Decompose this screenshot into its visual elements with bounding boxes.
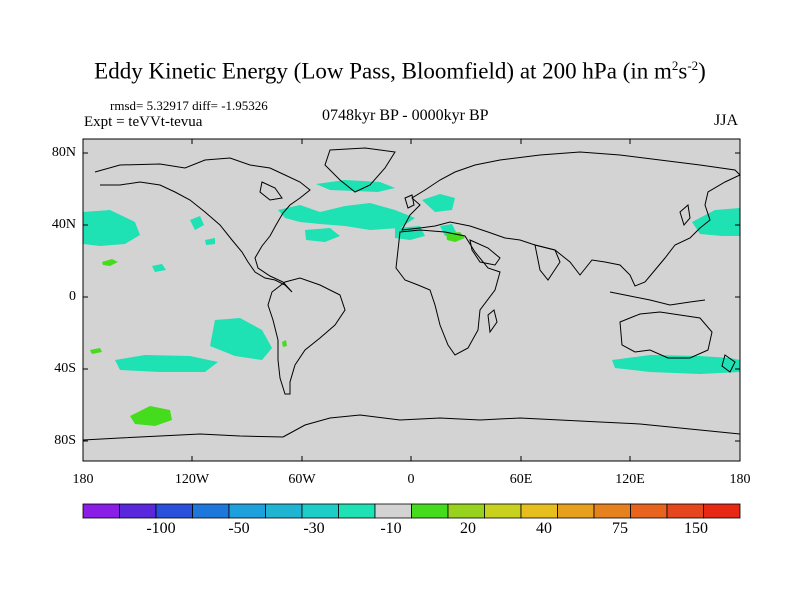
patch-north-pacific: [83, 210, 140, 246]
colorbar-label: 40: [536, 520, 552, 537]
anomaly-patches: [83, 180, 740, 374]
colorbar-box: [484, 503, 522, 519]
lat-label-80s: 80S: [54, 433, 76, 448]
patch-pacific-green: [102, 259, 118, 266]
colorbar-box: [666, 503, 704, 519]
lon-label-120e: 120E: [615, 472, 645, 487]
colorbar-box: [593, 503, 631, 519]
patch-europe: [422, 194, 455, 212]
colorbar-box: [630, 503, 668, 519]
colorbar-box: [265, 503, 303, 519]
lon-label-180e: 180: [729, 472, 751, 487]
coast-japan: [679, 204, 691, 227]
lat-label-0: 0: [69, 289, 76, 304]
colorbar-box: [447, 503, 485, 519]
patch-atlantic-south: [305, 228, 340, 242]
patch-pacific-small: [205, 238, 215, 245]
patch-pacific-dot: [152, 264, 166, 272]
patch-pacific-small: [190, 216, 204, 230]
experiment-label: Expt = teVVt-tevua: [84, 114, 203, 130]
lat-label-40n: 40N: [51, 217, 76, 232]
coast-british-isles: [404, 194, 415, 209]
coast-arabia: [469, 239, 501, 266]
coast-greenland: [324, 147, 396, 193]
patch-atlantic-green: [282, 340, 287, 347]
coast-africa: [395, 229, 501, 356]
lon-label-120w: 120W: [174, 472, 210, 487]
colorbar-box: [703, 503, 741, 519]
colorbar-box: [82, 503, 120, 519]
coast-north-america: [94, 157, 311, 293]
coast-europe-asia: [401, 151, 741, 287]
colorbar-label: 20: [460, 520, 476, 537]
colorbar-box: [338, 503, 376, 519]
lon-label-180w: 180: [72, 472, 94, 487]
coast-india: [534, 244, 561, 281]
colorbar-label: -50: [228, 520, 250, 537]
colorbar-box: [301, 503, 339, 519]
patch-west-pacific: [692, 208, 740, 236]
chart-title: Eddy Kinetic Energy (Low Pass, Bloomfiel…: [94, 58, 706, 84]
colorbar-box: [557, 503, 595, 519]
coast-indonesia: [609, 291, 706, 306]
ticks: [83, 139, 740, 461]
patch-south-pacific-1: [210, 318, 272, 360]
stats-text: rmsd= 5.32917 diff= -1.95326: [110, 98, 268, 113]
coast-madagascar: [487, 309, 498, 334]
coast-antarctica: [82, 414, 741, 441]
patch-south-pacific-green: [130, 406, 172, 426]
coast-hudson: [259, 181, 283, 201]
colorbar-label: -10: [380, 520, 402, 537]
colorbar-label: 150: [684, 520, 708, 537]
colorbar-box: [520, 503, 558, 519]
colorbar-label: -30: [303, 520, 325, 537]
patch-mediterranean-green: [446, 232, 465, 242]
colorbar-box: [155, 503, 193, 519]
lon-label-60e: 60E: [509, 472, 533, 487]
patch-arctic-america: [316, 180, 395, 192]
coast-south-america: [267, 277, 346, 395]
lat-label-80n: 80N: [51, 145, 76, 160]
period-label: 0748kyr BP - 0000kyr BP: [322, 107, 489, 124]
map-background: [83, 139, 740, 461]
lat-label-40s: 40S: [54, 361, 76, 376]
colorbar-label: -100: [146, 520, 176, 537]
positive-patches: [90, 232, 465, 426]
colorbar-box: [228, 503, 266, 519]
colorbar-label: 75: [612, 520, 628, 537]
colorbar-box: [411, 503, 449, 519]
lon-label-60w: 60W: [288, 472, 316, 487]
colorbar-box: [119, 503, 157, 519]
colorbar-boxes: [82, 503, 741, 519]
colorbar-box: [374, 503, 412, 519]
colorbar-box: [192, 503, 230, 519]
season-label: JJA: [714, 112, 739, 129]
coast-new-zealand: [721, 354, 736, 373]
patch-south-indian: [612, 355, 740, 374]
coastlines: [82, 147, 741, 441]
patch-south-pacific-2: [115, 355, 218, 372]
patch-north-atlantic: [278, 203, 415, 230]
lon-label-0: 0: [407, 472, 415, 487]
patch-pacific-green-2: [90, 348, 102, 354]
coast-australia: [619, 311, 713, 359]
